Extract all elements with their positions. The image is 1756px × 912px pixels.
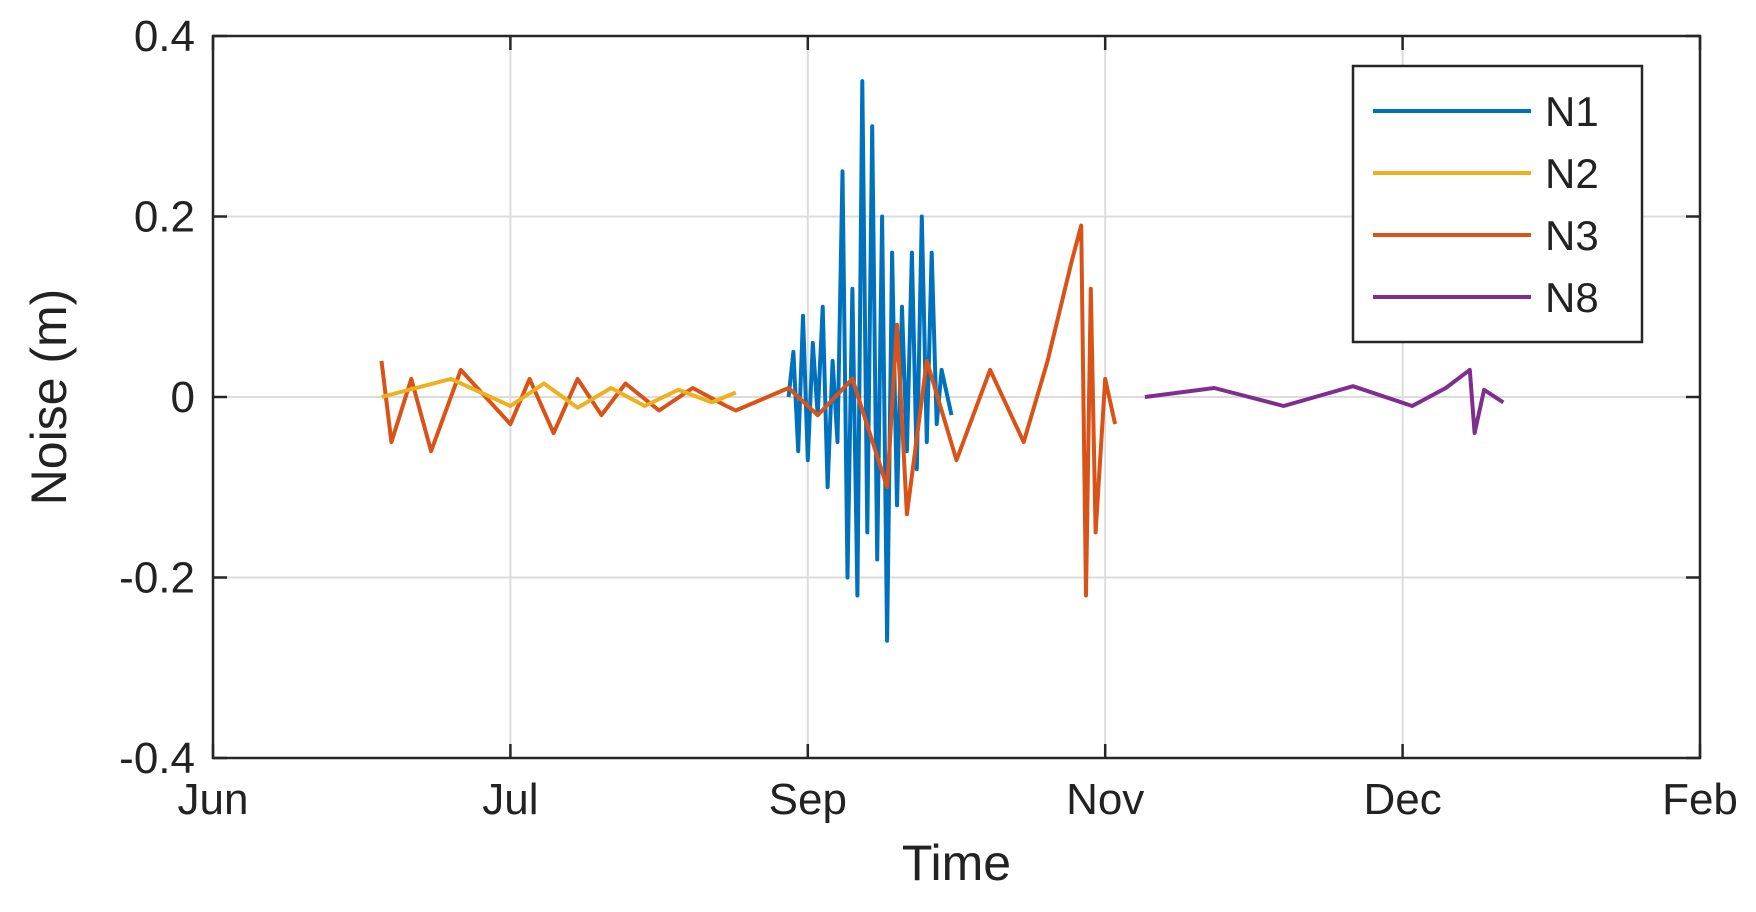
axis-ticks: Jun Jul Sep Nov Dec Feb 0.4 0.2 0 -0.2 -0.4 xyxy=(119,12,1738,824)
series-layer xyxy=(379,79,1505,643)
y-tick-label: 0.4 xyxy=(134,12,195,61)
x-tick-label: Nov xyxy=(1066,775,1144,824)
x-tick-label: Dec xyxy=(1363,775,1441,824)
x-tick-label: Sep xyxy=(769,775,847,824)
series-line-n8 xyxy=(1144,367,1505,436)
y-axis-label: Noise (m) xyxy=(21,289,77,506)
series-line-n2 xyxy=(380,376,737,410)
legend: N1 N2 N3 N8 xyxy=(1351,64,1644,344)
legend-label-n3: N3 xyxy=(1545,212,1599,259)
x-tick-label: Feb xyxy=(1662,775,1738,824)
y-tick-label: -0.2 xyxy=(119,554,195,603)
y-tick-label: 0.2 xyxy=(134,193,195,242)
legend-label-n2: N2 xyxy=(1545,150,1599,197)
x-axis-label: Time xyxy=(902,835,1011,891)
series-line-n3 xyxy=(379,223,1118,598)
series-line-n1 xyxy=(786,79,954,643)
y-tick-label: 0 xyxy=(171,373,195,422)
y-tick-label: -0.4 xyxy=(119,734,195,783)
legend-label-n1: N1 xyxy=(1545,88,1599,135)
legend-label-n8: N8 xyxy=(1545,274,1599,321)
x-tick-label: Jun xyxy=(178,775,249,824)
x-tick-label: Jul xyxy=(482,775,538,824)
